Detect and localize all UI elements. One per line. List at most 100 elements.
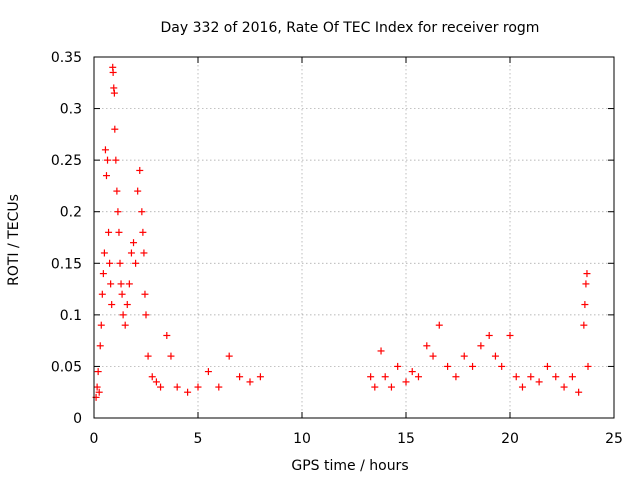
data-point bbox=[184, 388, 192, 396]
data-point bbox=[110, 89, 118, 97]
data-point bbox=[117, 280, 125, 288]
y-tick-label: 0.35 bbox=[51, 50, 82, 66]
data-point bbox=[102, 172, 110, 180]
data-point bbox=[568, 373, 576, 381]
data-point bbox=[114, 208, 122, 216]
data-point bbox=[552, 373, 560, 381]
chart-title: Day 332 of 2016, Rate Of TEC Index for r… bbox=[161, 20, 540, 36]
data-point bbox=[452, 373, 460, 381]
data-point bbox=[512, 373, 520, 381]
data-point bbox=[108, 301, 116, 309]
data-point bbox=[194, 383, 202, 391]
data-point bbox=[387, 383, 395, 391]
data-points bbox=[92, 63, 592, 401]
x-tick-label: 0 bbox=[90, 431, 99, 447]
data-point bbox=[394, 362, 402, 370]
data-point bbox=[121, 321, 129, 329]
data-point bbox=[583, 270, 591, 278]
data-point bbox=[97, 321, 105, 329]
data-point bbox=[157, 383, 165, 391]
data-point bbox=[140, 249, 148, 257]
x-tick-label: 10 bbox=[293, 431, 311, 447]
data-point bbox=[435, 321, 443, 329]
data-point bbox=[112, 156, 120, 164]
data-point bbox=[429, 352, 437, 360]
data-point bbox=[109, 68, 117, 76]
y-tick-label: 0.25 bbox=[51, 153, 82, 169]
data-point bbox=[99, 270, 107, 278]
y-tick-label: 0 bbox=[73, 411, 82, 427]
data-point bbox=[123, 301, 131, 309]
data-point bbox=[119, 311, 127, 319]
data-point bbox=[95, 388, 103, 396]
data-point bbox=[491, 352, 499, 360]
data-point bbox=[134, 187, 142, 195]
x-axis-label: GPS time / hours bbox=[291, 458, 408, 474]
data-point bbox=[98, 290, 106, 298]
data-point bbox=[204, 368, 212, 376]
data-point bbox=[460, 352, 468, 360]
y-axis-label: ROTI / TECUs bbox=[6, 194, 22, 286]
data-point bbox=[543, 362, 551, 370]
data-point bbox=[141, 290, 149, 298]
grid-lines bbox=[94, 57, 614, 418]
data-point bbox=[518, 383, 526, 391]
y-tick-label: 0.15 bbox=[51, 256, 82, 272]
data-point bbox=[498, 362, 506, 370]
data-point bbox=[110, 84, 118, 92]
data-point bbox=[527, 373, 535, 381]
data-point bbox=[535, 378, 543, 386]
data-point bbox=[444, 362, 452, 370]
data-point bbox=[371, 383, 379, 391]
data-point bbox=[139, 228, 147, 236]
data-point bbox=[485, 331, 493, 339]
y-tick-label: 0.3 bbox=[60, 102, 82, 118]
x-tick-label: 15 bbox=[397, 431, 415, 447]
axis-ticks bbox=[93, 56, 615, 419]
data-point bbox=[256, 373, 264, 381]
data-point bbox=[130, 239, 138, 247]
data-point bbox=[580, 321, 588, 329]
data-point bbox=[423, 342, 431, 350]
data-point bbox=[94, 368, 102, 376]
data-point bbox=[118, 290, 126, 298]
y-tick-label: 0.05 bbox=[51, 359, 82, 375]
data-point bbox=[414, 373, 422, 381]
data-point bbox=[225, 352, 233, 360]
data-point bbox=[506, 331, 514, 339]
data-point bbox=[584, 362, 592, 370]
data-point bbox=[167, 352, 175, 360]
data-point bbox=[93, 383, 101, 391]
data-point bbox=[560, 383, 568, 391]
data-point bbox=[144, 352, 152, 360]
data-point bbox=[236, 373, 244, 381]
data-point bbox=[402, 378, 410, 386]
data-point bbox=[116, 259, 124, 267]
data-point bbox=[173, 383, 181, 391]
data-point bbox=[381, 373, 389, 381]
data-point bbox=[142, 311, 150, 319]
x-tick-label: 5 bbox=[194, 431, 203, 447]
data-point bbox=[138, 208, 146, 216]
data-point bbox=[377, 347, 385, 355]
data-point bbox=[127, 249, 135, 257]
data-point bbox=[132, 259, 140, 267]
data-point bbox=[469, 362, 477, 370]
data-point bbox=[105, 228, 113, 236]
data-point bbox=[582, 280, 590, 288]
data-point bbox=[125, 280, 133, 288]
y-tick-label: 0.1 bbox=[60, 308, 82, 324]
data-point bbox=[111, 125, 119, 133]
data-point bbox=[136, 166, 144, 174]
y-tick-label: 0.2 bbox=[60, 205, 82, 221]
data-point bbox=[100, 249, 108, 257]
x-tick-label: 20 bbox=[501, 431, 519, 447]
data-point bbox=[581, 301, 589, 309]
data-point bbox=[477, 342, 485, 350]
x-tick-label: 25 bbox=[605, 431, 623, 447]
data-point bbox=[104, 156, 112, 164]
tick-labels: 0 5 10 15 20 25 0 0.05 0.1 0.15 0.2 0.25 0.3 0.35 bbox=[51, 50, 623, 447]
data-point bbox=[163, 331, 171, 339]
